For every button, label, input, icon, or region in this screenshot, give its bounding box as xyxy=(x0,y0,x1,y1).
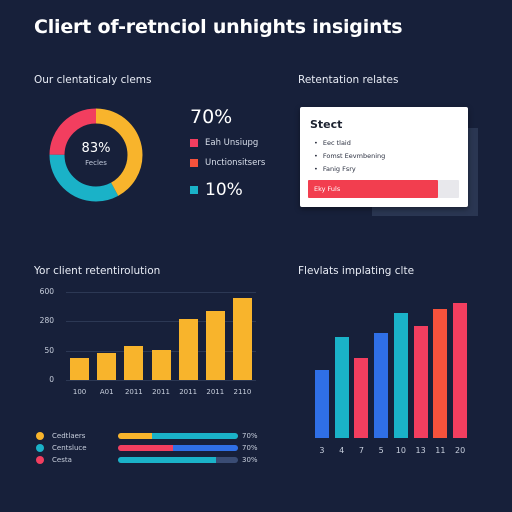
progress-segment xyxy=(151,433,238,439)
x-tick-label: 7 xyxy=(358,446,364,455)
bar xyxy=(453,302,468,438)
x-tick-label: 10 xyxy=(395,446,406,455)
x-tick-label: A01 xyxy=(99,388,114,396)
card-list-item: Eec tlaid xyxy=(314,137,385,150)
multi-bar-chart: 3 4 7 5 10 13 11 20 xyxy=(300,292,480,462)
progress-label: Centsluce xyxy=(52,444,87,452)
y-tick-label: 50 xyxy=(44,345,54,355)
bar xyxy=(334,336,349,438)
y-tick-label: 600 xyxy=(39,287,54,296)
x-tick-label: 20 xyxy=(455,446,466,455)
grid-line xyxy=(66,321,256,323)
bar xyxy=(232,298,252,380)
legend-item: 10% xyxy=(190,180,243,200)
x-tick-label: 13 xyxy=(415,446,426,455)
x-tick-label: 2011 xyxy=(124,388,143,396)
x-tick-label: 11 xyxy=(435,446,446,455)
legend-dot xyxy=(36,456,44,464)
legend-label: Unctionsitsers xyxy=(205,158,266,168)
bar xyxy=(393,313,408,438)
donut-slice xyxy=(49,108,143,202)
grid-line xyxy=(66,292,256,293)
y-tick-label: 280 xyxy=(39,316,54,326)
donut-center-pct: 83% xyxy=(81,141,111,156)
progress-pct: 30% xyxy=(242,456,258,464)
legend-swatch xyxy=(190,139,198,147)
progress-segment xyxy=(173,445,238,451)
bar xyxy=(314,370,329,438)
bar xyxy=(354,357,369,438)
card-button-label: Eky Fuls xyxy=(314,185,341,193)
legend-label: Eah Unsiupg xyxy=(205,138,259,148)
donut-center-sub: Fecles xyxy=(85,159,107,167)
bar xyxy=(413,326,428,438)
bar xyxy=(124,345,144,380)
progress-bar xyxy=(118,457,238,463)
yellow-bar-chart: 600 280 50 0 100 A01 2011 2011 2011 2011 2110 xyxy=(36,287,260,404)
x-tick-label: 2011 xyxy=(179,388,198,396)
progress-bar xyxy=(118,433,238,439)
grid-line xyxy=(66,380,256,381)
progress-segment xyxy=(118,445,174,451)
progress-segment xyxy=(118,433,152,439)
x-tick-label: 2110 xyxy=(233,388,252,396)
info-card: Stect Eec tlaid Fomst Eevmbening Fanig F… xyxy=(300,107,468,207)
card-panel-title: Retentation relates xyxy=(298,74,399,86)
bar xyxy=(433,308,448,438)
x-tick-label: 5 xyxy=(378,446,384,455)
progress-label: Cedtlaers xyxy=(52,432,86,440)
page-title: Cliert of-retnciol unhights insigints xyxy=(34,16,403,38)
bar xyxy=(97,352,117,380)
legend-swatch xyxy=(190,186,198,194)
legend-percentage: 10% xyxy=(205,180,243,200)
bar xyxy=(178,318,198,380)
progress-legend: Cedtlaers 70% Centsluce 70% Cesta 30% xyxy=(36,432,266,472)
progress-segment xyxy=(118,457,217,463)
card-list-item: Fomst Eevmbening xyxy=(314,150,385,163)
card-list: Eec tlaid Fomst Eevmbening Fanig Fsry xyxy=(314,137,385,176)
bar xyxy=(205,310,225,380)
card-action-button[interactable]: Eky Fuls xyxy=(308,180,438,198)
progress-pct: 70% xyxy=(242,432,258,440)
big-percentage: 70% xyxy=(190,106,233,128)
donut-slice xyxy=(49,108,143,202)
legend-dot xyxy=(36,432,44,440)
bar xyxy=(374,333,389,438)
bar xyxy=(151,350,171,380)
x-tick-label: 2011 xyxy=(152,388,170,396)
donut-panel-title: Our clentaticaly clems xyxy=(34,74,152,86)
card-progress-track[interactable]: Eky Fuls xyxy=(308,180,459,198)
legend-dot xyxy=(36,444,44,452)
x-tick-label: 2011 xyxy=(206,388,225,396)
progress-bar xyxy=(118,445,238,451)
donut-chart: 83% Fecles xyxy=(32,105,160,205)
progress-pct: 70% xyxy=(242,444,258,452)
card-title: Stect xyxy=(310,118,343,131)
legend-item: Eah Unsiupg xyxy=(190,138,258,148)
card-list-item: Fanig Fsry xyxy=(314,163,385,176)
multi-panel-title: Flevlats implating clte xyxy=(298,265,415,277)
x-tick-label: 100 xyxy=(72,388,87,396)
x-tick-label: 3 xyxy=(319,446,325,455)
legend-swatch xyxy=(190,159,198,167)
progress-label: Cesta xyxy=(52,456,72,464)
bar xyxy=(70,358,90,380)
y-tick-label: 0 xyxy=(49,375,54,384)
bar-panel-title: Yor client retentirolution xyxy=(34,265,161,277)
legend-item: Unctionsitsers xyxy=(190,158,265,168)
x-tick-label: 4 xyxy=(339,446,345,455)
